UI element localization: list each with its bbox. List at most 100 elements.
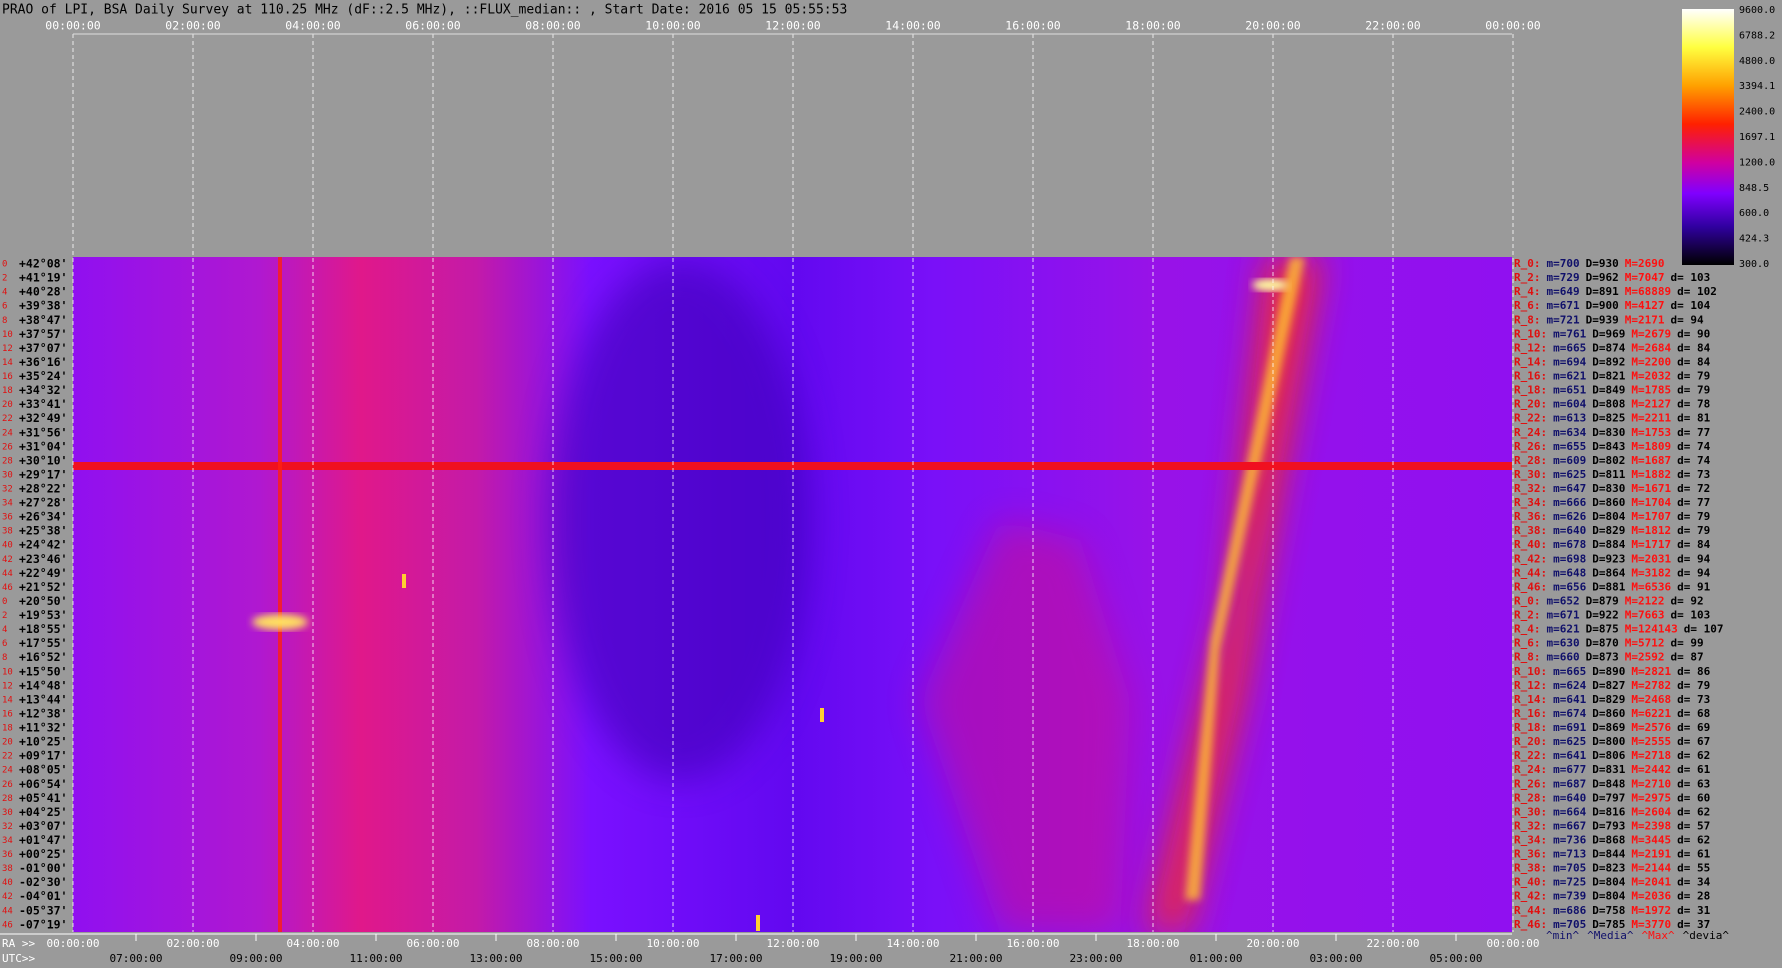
row-index: 44 xyxy=(2,569,13,579)
stats-row: R_28: m=609 D=802 M=1687 d= 74 xyxy=(1514,454,1711,467)
stat-D: D=844 xyxy=(1592,848,1625,861)
stat-m: m=721 xyxy=(1547,313,1580,326)
stat-m: m=641 xyxy=(1553,693,1586,706)
stat-d: d= 77 xyxy=(1677,426,1710,439)
stats-row: R_10: m=665 D=890 M=2821 d= 86 xyxy=(1514,665,1711,678)
stats-row: R_16: m=674 D=860 M=6221 d= 68 xyxy=(1514,707,1710,720)
stat-M: M=2468 xyxy=(1631,693,1671,706)
stat-label: R_32: xyxy=(1514,819,1547,832)
stat-D: D=874 xyxy=(1592,341,1625,354)
stat-D: D=802 xyxy=(1592,454,1625,467)
stat-M: M=2191 xyxy=(1631,848,1671,861)
top-time-label: 04:00:00 xyxy=(285,19,340,33)
stat-d: d= 62 xyxy=(1677,749,1710,762)
stat-m: m=686 xyxy=(1553,904,1586,917)
row-index: 34 xyxy=(2,836,13,846)
stat-M: M=2592 xyxy=(1625,651,1665,664)
stat-d: d= 69 xyxy=(1677,721,1710,734)
stat-m: m=655 xyxy=(1553,440,1586,453)
stats-row: R_30: m=625 D=811 M=1882 d= 73 xyxy=(1514,468,1710,481)
stats-row: R_22: m=641 D=806 M=2718 d= 62 xyxy=(1514,749,1710,762)
stat-D: D=827 xyxy=(1592,679,1625,692)
stat-M: M=1882 xyxy=(1631,468,1671,481)
top-time-label: 00:00:00 xyxy=(1485,19,1540,33)
row-index: 8 xyxy=(2,653,7,663)
stat-d: d= 67 xyxy=(1677,735,1710,748)
row-index: 30 xyxy=(2,808,13,818)
stat-d: d= 94 xyxy=(1671,313,1704,326)
stat-D: D=758 xyxy=(1592,904,1625,917)
stats-row: R_22: m=613 D=825 M=2211 d= 81 xyxy=(1514,412,1711,425)
stat-D: D=890 xyxy=(1592,665,1625,678)
stat-D: D=831 xyxy=(1592,763,1625,776)
stat-m: m=634 xyxy=(1553,426,1586,439)
top-time-label: 10:00:00 xyxy=(645,19,700,33)
declination-label: +09°17' xyxy=(19,749,67,763)
footer-deviation: ^devia^ xyxy=(1683,929,1730,942)
utc-label: 09:00:00 xyxy=(230,952,283,965)
stat-d: d= 78 xyxy=(1677,398,1710,411)
stat-M: M=1785 xyxy=(1631,384,1671,397)
stats-row: R_40: m=678 D=884 M=1717 d= 84 xyxy=(1514,538,1711,551)
stat-m: m=630 xyxy=(1547,637,1580,650)
declination-label: +21°52' xyxy=(19,580,67,594)
top-time-label: 16:00:00 xyxy=(1005,19,1060,33)
row-index: 10 xyxy=(2,667,13,677)
stat-D: D=860 xyxy=(1592,707,1625,720)
ra-label: 22:00:00 xyxy=(1367,937,1420,950)
stat-label: R_36: xyxy=(1514,510,1547,523)
row-index: 0 xyxy=(2,597,7,607)
declination-label: +19°53' xyxy=(19,608,67,622)
stat-M: M=2127 xyxy=(1631,398,1671,411)
stat-M: M=5712 xyxy=(1625,637,1665,650)
stats-row: R_16: m=621 D=821 M=2032 d= 79 xyxy=(1514,370,1710,383)
declination-label: -02°30' xyxy=(19,875,67,889)
stat-m: m=652 xyxy=(1547,594,1580,607)
stat-M: M=1972 xyxy=(1631,904,1671,917)
stats-row: R_0: m=700 D=930 M=2690 xyxy=(1514,257,1665,270)
stat-m: m=665 xyxy=(1553,665,1586,678)
stat-D: D=797 xyxy=(1592,791,1625,804)
stat-m: m=660 xyxy=(1547,651,1580,664)
row-index: 2 xyxy=(2,611,7,621)
row-index: 12 xyxy=(2,681,13,691)
stat-label: R_14: xyxy=(1514,693,1547,706)
row-index: 12 xyxy=(2,344,13,354)
stat-label: R_2: xyxy=(1514,609,1541,622)
stat-d: d= 84 xyxy=(1677,341,1710,354)
stats-row: R_8: m=660 D=873 M=2592 d= 87 xyxy=(1514,651,1704,664)
declination-label: +31°56' xyxy=(19,425,67,439)
row-index: 14 xyxy=(2,695,13,705)
stats-row: R_38: m=640 D=829 M=1812 d= 79 xyxy=(1514,524,1710,537)
row-index: 16 xyxy=(2,709,13,719)
stat-M: M=2718 xyxy=(1631,749,1671,762)
declination-label: +24°42' xyxy=(19,538,67,552)
stat-D: D=879 xyxy=(1586,594,1619,607)
stat-label: R_44: xyxy=(1514,904,1547,917)
stat-d: d= 92 xyxy=(1671,594,1704,607)
declination-label: +30°10' xyxy=(19,453,67,467)
stat-M: M=1707 xyxy=(1631,510,1671,523)
stat-m: m=626 xyxy=(1553,510,1586,523)
row-index: 40 xyxy=(2,878,13,888)
stat-D: D=939 xyxy=(1586,313,1619,326)
stat-d: d= 62 xyxy=(1677,833,1710,846)
top-time-label: 00:00:00 xyxy=(45,19,100,33)
stats-row: R_20: m=604 D=808 M=2127 d= 78 xyxy=(1514,398,1710,411)
colorbar-tick: 1200.0 xyxy=(1739,157,1775,168)
declination-label: +42°08' xyxy=(19,257,67,271)
stat-m: m=621 xyxy=(1553,370,1586,383)
row-index: 36 xyxy=(2,513,13,523)
stat-M: M=2442 xyxy=(1631,763,1671,776)
stat-label: R_46: xyxy=(1514,580,1547,593)
stat-D: D=829 xyxy=(1592,524,1625,537)
stat-label: R_18: xyxy=(1514,721,1547,734)
row-index: 24 xyxy=(2,766,13,776)
utc-label: 21:00:00 xyxy=(950,952,1003,965)
declination-label: +01°47' xyxy=(19,833,67,847)
stat-d: d= 79 xyxy=(1677,370,1710,383)
stat-label: R_0: xyxy=(1514,257,1541,270)
stats-row: R_2: m=729 D=962 M=7047 d= 103 xyxy=(1514,271,1710,284)
top-time-label: 12:00:00 xyxy=(765,19,820,33)
stats-row: R_14: m=641 D=829 M=2468 d= 73 xyxy=(1514,693,1710,706)
